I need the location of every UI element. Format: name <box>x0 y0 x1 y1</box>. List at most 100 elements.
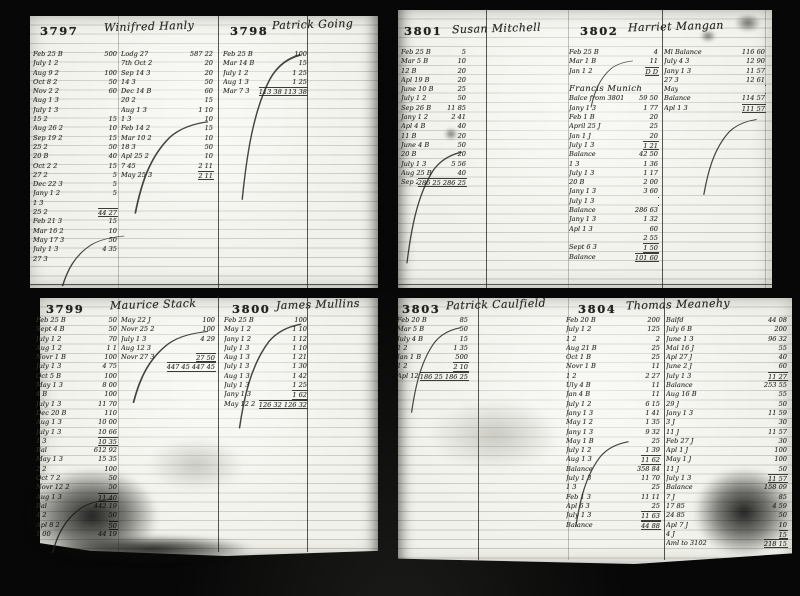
ledger-row: Apl 7 J 10 <box>666 521 788 530</box>
entry-date: May 12 2 <box>224 399 256 408</box>
entry-date: Mar 10 2 <box>121 133 152 142</box>
account-3803-number: 3803 <box>402 302 441 316</box>
entry-amount: 50 <box>778 399 787 408</box>
entry-date: July 1 2 <box>401 94 427 103</box>
ledger-row: 1 2 2 27 <box>566 372 661 381</box>
entry-amount: 500 <box>104 50 117 58</box>
entry-amount: 40 <box>108 152 117 161</box>
ledger-row: Sep 26 2286 25 286 25 <box>401 178 467 188</box>
entry-amount: 85 <box>778 492 787 501</box>
entry-date: 1 3 <box>569 159 580 168</box>
entry-amount: 60 <box>204 87 213 96</box>
entry-amount: 40 <box>457 122 466 131</box>
ledger-row: May 1 3 8 00 <box>36 381 118 390</box>
ledger-row: 4 J 15 <box>666 529 788 540</box>
entry-date: Apl 19 B <box>401 75 430 84</box>
ledger-row: 18 3 50 <box>121 143 214 152</box>
entry-date: 14 3 <box>121 77 136 86</box>
entry-date: 27 3 <box>33 254 48 263</box>
ledger-row: July 4 B 15 <box>397 335 469 344</box>
entry-date: July 4 3 <box>664 57 690 66</box>
entry-amount: 1 35 <box>645 418 660 427</box>
entry-amount: 1 42 <box>292 371 307 380</box>
ledger-row: 1 2 2 <box>566 335 661 344</box>
entry-amount: 44 88 <box>641 520 661 530</box>
entry-date: 3 J <box>666 418 675 427</box>
flourish-stroke <box>61 235 125 287</box>
entry-amount: 612 92 <box>93 446 117 455</box>
entry-date: May 17 3 <box>33 235 65 244</box>
entry-date: Balance <box>666 483 693 492</box>
entry-amount: 100 <box>294 316 307 324</box>
ledger-row: Apl 25 2 10 <box>121 152 214 161</box>
ledger-row: 20 B 40 <box>33 152 118 161</box>
entry-amount: 5 <box>112 180 117 189</box>
ledger-row: Aug 9 2 100 <box>33 69 118 78</box>
ledger-row: Balance 253 55 <box>666 381 788 390</box>
ledger-row: July 1 3 10 66 <box>36 428 118 437</box>
entry-amount: 4 35 <box>102 245 117 254</box>
entry-amount: 11 57 <box>768 427 787 436</box>
ledger-row: Feb 27 J 30 <box>666 437 788 446</box>
ledger-row: Jany 1 2 5 <box>33 189 118 198</box>
entry-date: Jany 1 3 <box>566 408 594 417</box>
account-3800-number: 3800 <box>232 302 271 316</box>
entry-date: 11 J <box>666 427 680 436</box>
entry-amount: 11 59 <box>768 408 787 417</box>
entry-amount: 50 <box>108 483 117 492</box>
account-3798-number: 3798 <box>230 24 269 38</box>
ledger-row: Feb 20 B 85 <box>397 316 469 325</box>
entry-date: 20 B <box>569 178 585 187</box>
ledger-row: Jan 1 B 500 <box>397 353 469 362</box>
entry-amount: 9 32 <box>645 427 660 436</box>
ledger-row: 1 3 10 35 <box>36 436 118 447</box>
entry-amount: 286 63 <box>634 206 658 215</box>
entry-amount: 253 55 <box>763 381 787 390</box>
ledger-row: 1 3 <box>33 199 118 208</box>
ledger-row: 1 3 25 <box>566 483 661 492</box>
column-rule <box>118 16 119 288</box>
entry-amount: 10 <box>204 133 213 142</box>
entry-amount: 11 11 <box>641 492 660 501</box>
entry-date: Mar 5 B <box>397 325 425 334</box>
entry-date: Apl 7 J <box>666 520 689 529</box>
entry-date: 1 3 <box>121 115 132 124</box>
ledger-row: 15 2 15 <box>33 115 118 124</box>
account-3797-name: Winifred Hanly <box>103 18 195 35</box>
entry-date: Sept 6 3 <box>569 243 597 252</box>
entry-date: Feb 21 3 <box>33 217 63 226</box>
entry-date: 15 2 <box>33 115 48 124</box>
entry-amount: 1 32 <box>643 215 658 224</box>
entry-date: June 2 J <box>666 362 693 371</box>
entry-amount: 100 <box>104 353 117 362</box>
entry-date: Jany 1 2 <box>401 113 429 122</box>
entry-date: 25 2 <box>33 142 48 151</box>
column-rule <box>662 10 663 288</box>
ledger-row: 447 45 447 45 <box>121 362 216 372</box>
entry-amount: 50 <box>778 464 787 473</box>
ledger-row: Dec 22 3 5 <box>33 180 118 189</box>
ledger-row: May 22 J 100 <box>121 316 216 325</box>
entry-date: Oct 5 B <box>36 371 61 380</box>
ledger-row: June 2 J 60 <box>666 362 788 371</box>
entry-date: Jan 1 J <box>569 131 591 140</box>
entry-amount: 10 00 <box>98 418 117 427</box>
entry-date: Sep 19 2 <box>33 133 63 142</box>
ledger-row: Mar 1 B 11 <box>569 57 659 66</box>
entry-date: Novr 12 2 <box>36 483 70 492</box>
entry-amount: 55 <box>778 390 787 399</box>
entry-amount: 100 <box>774 446 787 455</box>
account-3802-entries-right: Ml Balance 116 60 July 4 3 12 90 Jany 1 3 11 … <box>664 48 766 114</box>
entry-amount: 15 <box>108 161 117 170</box>
entry-amount: 10 35 <box>98 436 118 447</box>
entry-date: Jany 1 3 <box>664 66 692 75</box>
entry-amount: 15 <box>778 529 788 540</box>
ledger-row: Feb 21 3 15 <box>33 217 118 226</box>
ledger-row: 1 2 2 10 <box>397 362 469 372</box>
ledger-row: 17 85 4 59 <box>666 502 788 511</box>
account-3801-number: 3801 <box>404 24 443 38</box>
ledger-row: 27 2 5 <box>33 171 118 180</box>
entry-amount: 125 <box>647 325 660 334</box>
entry-amount: 2 11 <box>198 161 213 170</box>
